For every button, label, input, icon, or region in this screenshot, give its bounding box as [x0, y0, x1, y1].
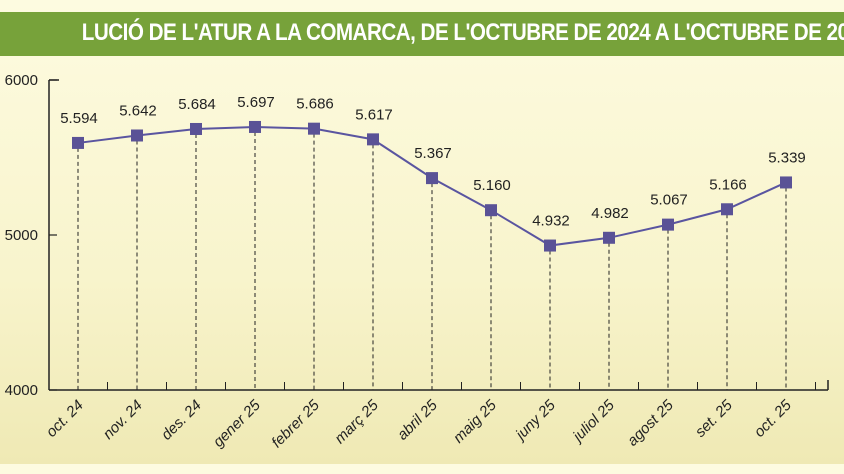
data-point-marker — [190, 122, 202, 135]
y-tick-label: 6000 — [5, 72, 38, 89]
x-tick-label: oct. 25 — [751, 396, 795, 440]
data-point-marker — [603, 231, 615, 244]
data-label: 5.067 — [650, 192, 688, 209]
data-label: 5.617 — [355, 106, 393, 123]
data-point-marker — [426, 172, 438, 185]
title-bar: LUCIÓ DE L'ATUR A LA COMARCA, DE L'OCTUB… — [0, 12, 844, 56]
x-tick-label: gener 25 — [210, 396, 264, 450]
data-point-marker — [721, 203, 733, 216]
x-tick-label: nov. 24 — [100, 397, 146, 443]
data-point-marker — [485, 204, 497, 217]
chart-title: LUCIÓ DE L'ATUR A LA COMARCA, DE L'OCTUB… — [81, 19, 844, 46]
x-tick-label: juliol 25 — [568, 396, 618, 446]
x-tick-label: agost 25 — [624, 396, 677, 449]
data-label: 5.697 — [237, 94, 275, 111]
data-point-marker — [544, 239, 556, 252]
x-tick-label: oct. 24 — [43, 397, 87, 441]
x-tick-label: març 25 — [331, 396, 382, 447]
data-point-marker — [249, 120, 261, 133]
chart-background — [0, 0, 844, 464]
data-label: 5.684 — [178, 96, 216, 113]
data-point-marker — [72, 136, 84, 149]
data-label: 5.339 — [768, 149, 806, 166]
data-label: 5.367 — [414, 145, 452, 162]
data-point-marker — [367, 133, 379, 146]
data-point-marker — [780, 176, 792, 189]
data-label: 4.932 — [532, 213, 570, 230]
y-tick-label: 4000 — [5, 382, 38, 399]
x-tick-label: set. 25 — [692, 396, 736, 440]
data-point-marker — [308, 122, 320, 135]
x-tick-label: juny 25 — [511, 396, 559, 444]
data-label: 5.686 — [296, 96, 334, 113]
x-tick-label: abril 25 — [394, 396, 441, 443]
x-tick-label: maig 25 — [450, 396, 500, 446]
data-label: 4.982 — [591, 205, 629, 222]
data-label: 5.642 — [119, 102, 157, 119]
data-label: 5.166 — [709, 176, 747, 193]
x-tick-label: febrer 25 — [268, 396, 323, 451]
data-point-marker — [662, 218, 674, 231]
data-point-marker — [131, 129, 143, 142]
data-label: 5.160 — [473, 177, 511, 194]
data-label: 5.594 — [60, 110, 98, 127]
y-tick-label: 5000 — [5, 227, 38, 244]
x-tick-label: des. 24 — [158, 397, 205, 444]
